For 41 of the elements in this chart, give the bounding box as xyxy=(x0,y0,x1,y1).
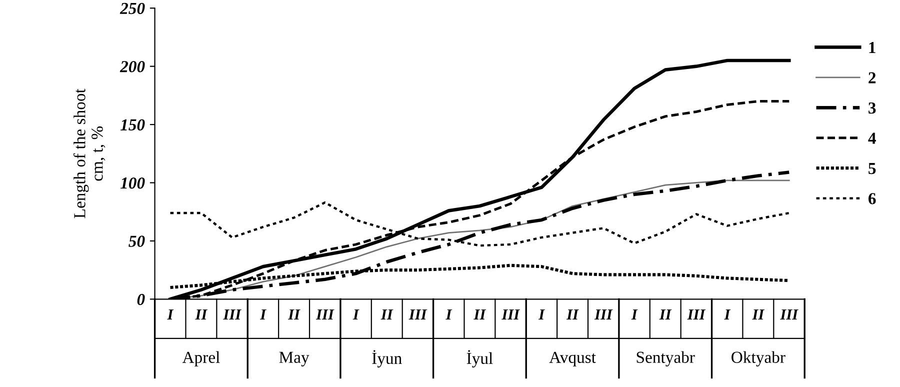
text: Avqust xyxy=(549,352,596,366)
x-tick-label: I xyxy=(538,309,545,320)
legend-label: 5 xyxy=(868,163,876,174)
x-tick-label: III xyxy=(316,309,334,320)
legend-label: 4 xyxy=(868,132,876,144)
x-tick-label: I xyxy=(446,309,452,320)
x-tick-label: I xyxy=(352,309,360,320)
x-tick-label: II xyxy=(659,309,672,320)
text: May xyxy=(279,352,310,366)
y-tick-label: 250 xyxy=(120,2,145,14)
x-tick-label: II xyxy=(380,309,394,320)
x-tick-label: II xyxy=(566,309,579,320)
x-tick-label: III xyxy=(780,309,798,320)
x-tick-label: III xyxy=(223,309,242,320)
x-tick-label: I xyxy=(631,309,638,320)
y-tick-label: 50 xyxy=(128,236,145,247)
x-tick-label: I xyxy=(724,309,731,320)
y-tick-label: 150 xyxy=(120,119,145,130)
text: Sentyabr xyxy=(636,351,695,366)
text: İyun xyxy=(372,350,402,368)
x-tick-label: III xyxy=(594,309,613,320)
legend-label: 6 xyxy=(868,193,876,204)
text: Aprel xyxy=(182,351,220,366)
x-tick-label: III xyxy=(502,309,520,320)
x-tick-label: II xyxy=(752,309,765,320)
text: Oktyabr xyxy=(732,351,786,366)
x-tick-label: I xyxy=(260,309,267,320)
y-tick-label: 0 xyxy=(137,294,145,306)
x-tick-label: I xyxy=(167,309,174,320)
text: İyul xyxy=(466,350,493,368)
x-tick-label: II xyxy=(288,309,300,320)
x-tick-label: III xyxy=(408,309,428,320)
y-tick-label: 100 xyxy=(120,177,145,189)
legend-label: 2 xyxy=(868,72,876,84)
y-axis-title: Length of the shoot cm, t, % xyxy=(73,88,106,218)
x-tick-label: II xyxy=(474,309,486,320)
legend-label: 1 xyxy=(869,42,876,54)
x-tick-label: II xyxy=(195,309,208,320)
legend-label: 3 xyxy=(868,102,876,114)
y-tick-label: 200 xyxy=(120,61,145,72)
x-tick-label: III xyxy=(687,309,706,320)
